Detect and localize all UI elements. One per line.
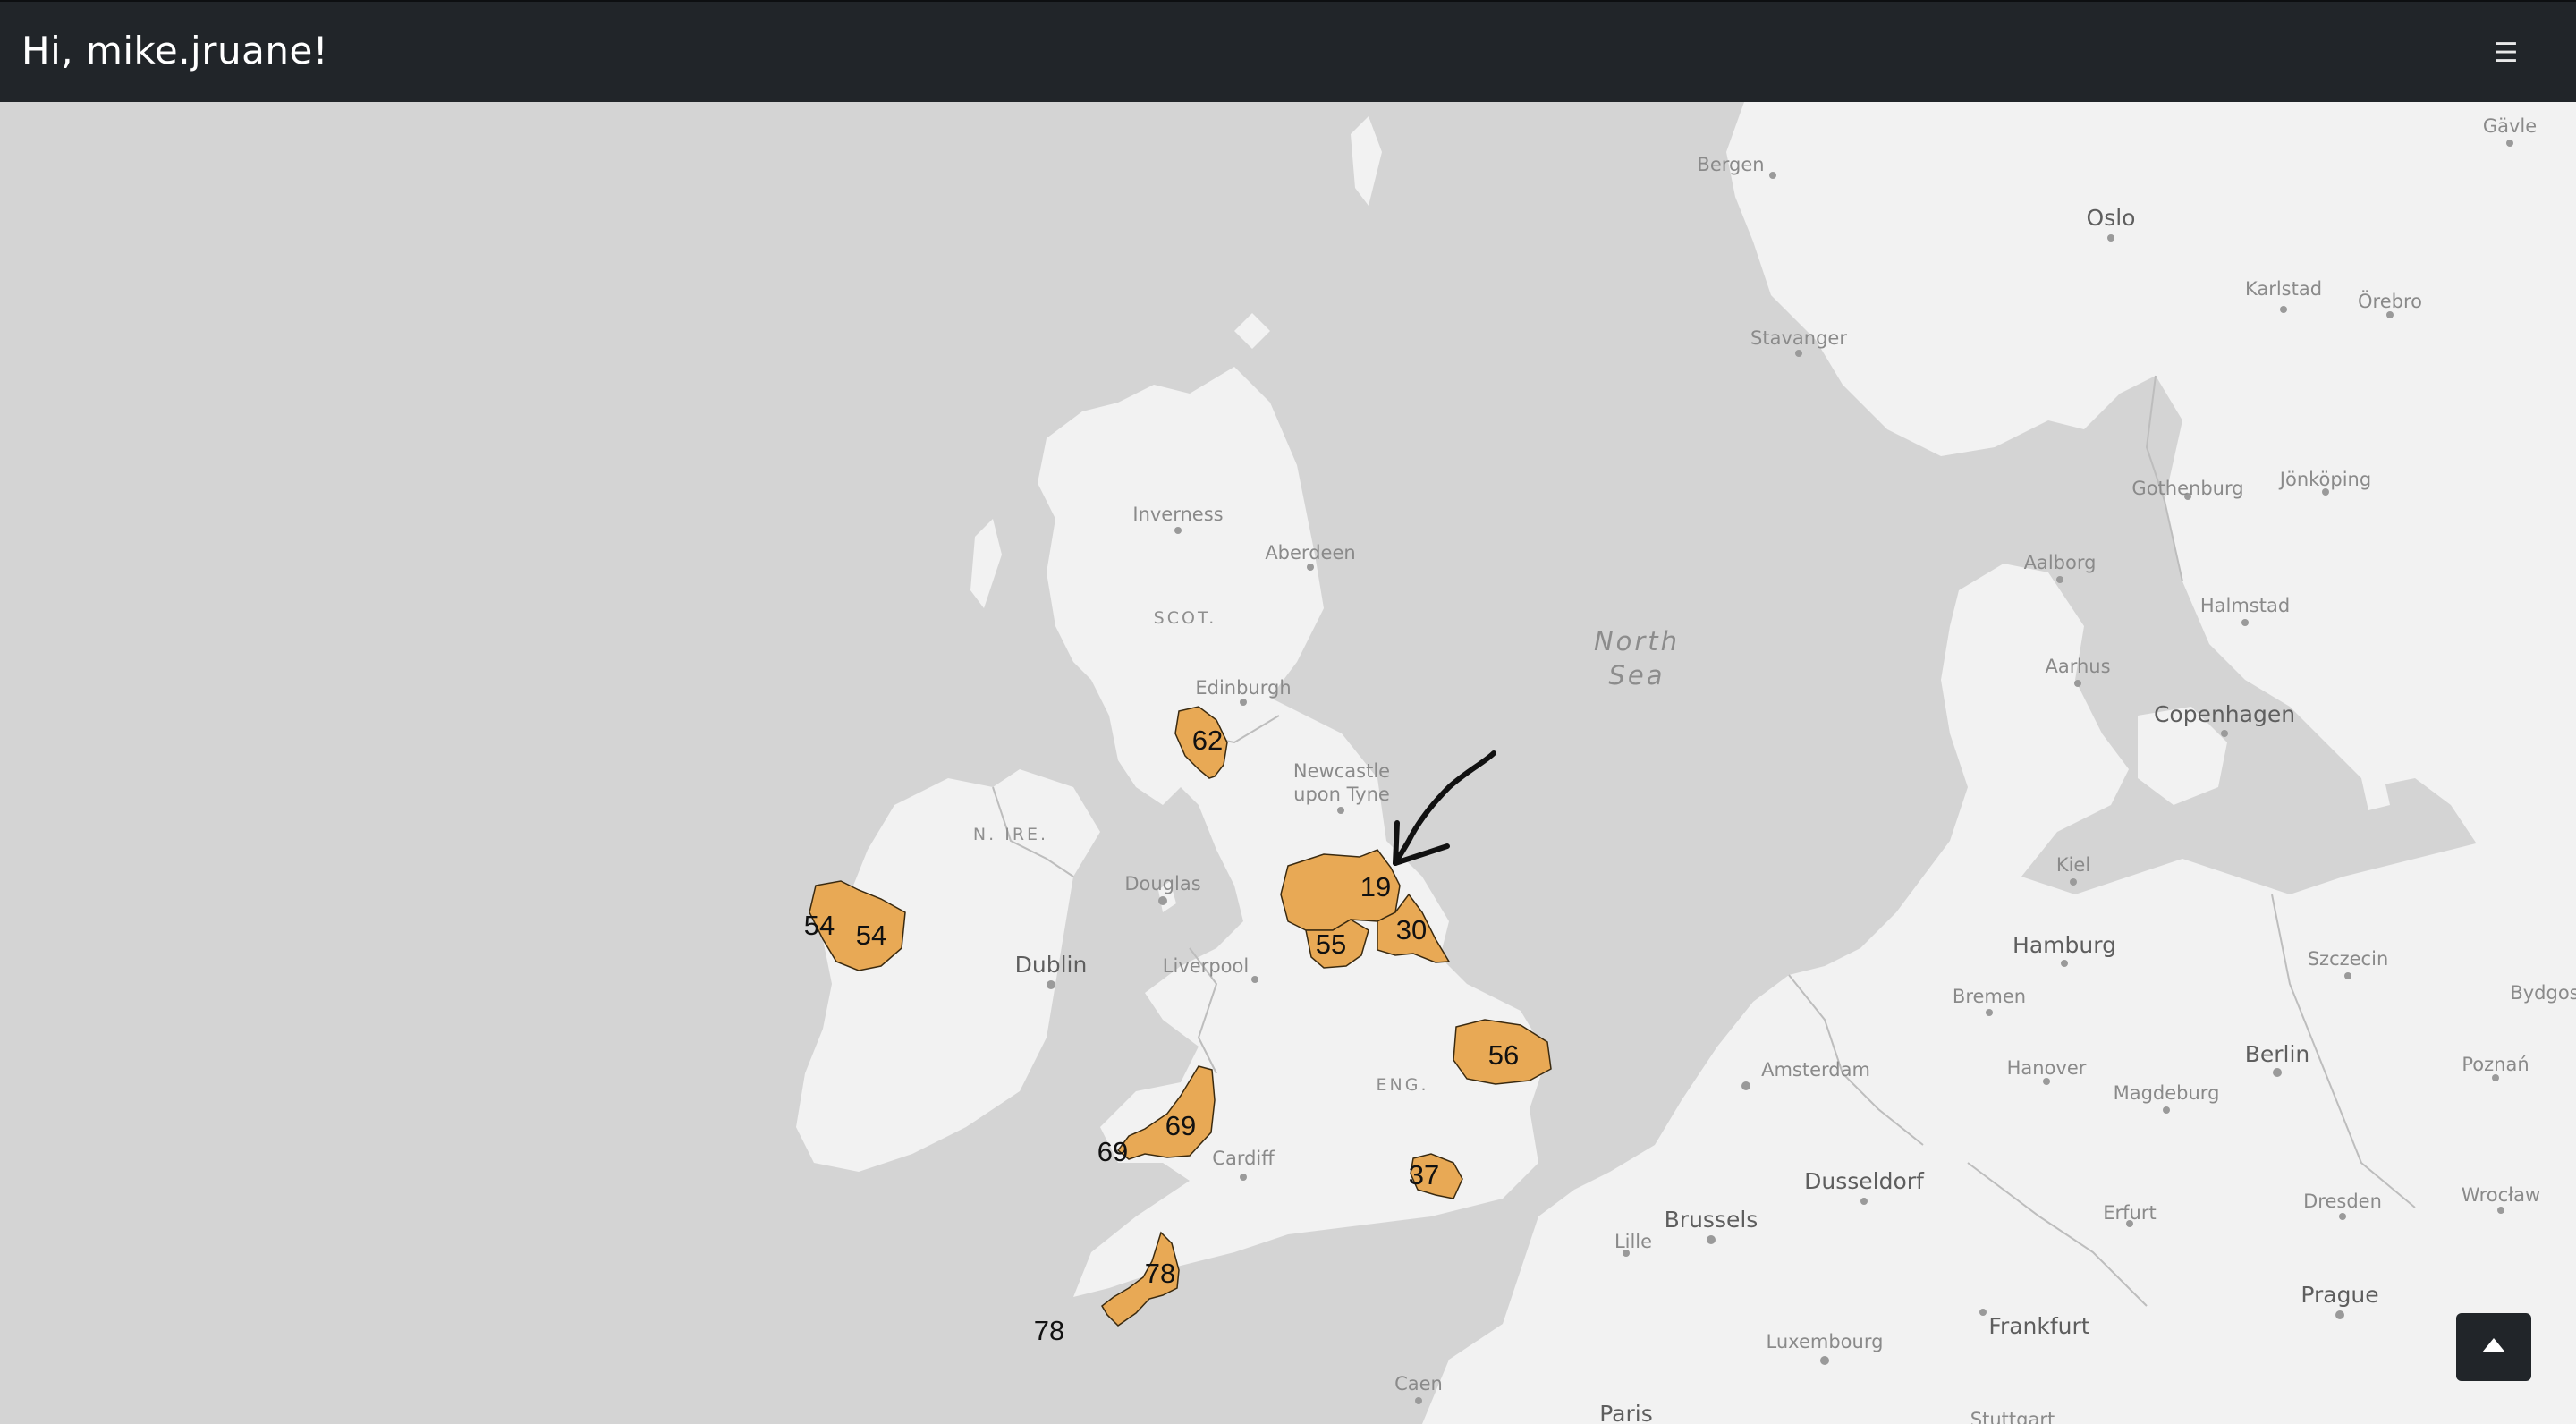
city-label-brussels: Brussels (1665, 1207, 1758, 1233)
city-label-halmstad: Halmstad (2200, 595, 2290, 616)
region-78-duplicate-label: 78 (1034, 1315, 1064, 1346)
city-label-cardiff: Cardiff (1212, 1148, 1275, 1169)
map-view[interactable]: North Sea SCOT. N. IRE. ENG. Bergen Oslo… (0, 102, 2576, 1424)
city-label-liverpool: Liverpool (1163, 955, 1249, 977)
city-label-caen: Caen (1394, 1373, 1443, 1394)
region-55-label: 55 (1316, 928, 1346, 960)
city-label-luxembourg: Luxembourg (1767, 1331, 1884, 1352)
city-label-poznan: Poznań (2462, 1054, 2529, 1075)
region-78-label: 78 (1145, 1258, 1175, 1289)
city-label-paris: Paris (1599, 1401, 1653, 1424)
city-label-inverness: Inverness (1132, 504, 1223, 525)
city-label-stavanger: Stavanger (1750, 327, 1847, 349)
city-label-oslo: Oslo (2087, 205, 2136, 231)
city-label-jonkoping: Jönköping (2278, 469, 2371, 490)
city-label-copenhagen: Copenhagen (2154, 701, 2295, 727)
hebrides-land (970, 519, 1002, 608)
city-label-bydgoszcz: Bydgos (2510, 982, 2576, 1004)
city-label-stuttgart: Stuttgart (1970, 1409, 2055, 1424)
country-label-england: ENG. (1377, 1075, 1429, 1095)
city-label-aalborg: Aalborg (2024, 552, 2097, 573)
region-78-shape[interactable] (1101, 1231, 1180, 1327)
region-19-label: 19 (1360, 871, 1391, 903)
city-label-kiel: Kiel (2056, 854, 2090, 876)
city-label-dublin: Dublin (1015, 952, 1088, 978)
city-label-bergen: Bergen (1697, 154, 1764, 175)
hand-drawn-arrow (1393, 750, 1496, 866)
city-label-hamburg: Hamburg (2012, 932, 2116, 958)
city-label-dresden: Dresden (2303, 1191, 2382, 1212)
city-label-wroclaw: Wrocław (2462, 1184, 2540, 1206)
city-label-amsterdam: Amsterdam (1761, 1059, 1870, 1081)
ireland-land (796, 769, 1100, 1172)
city-label-aberdeen: Aberdeen (1265, 542, 1355, 564)
hamburger-icon: ☰ (2494, 38, 2519, 68)
city-label-szczecin: Szczecin (2308, 948, 2389, 970)
continent-land (1422, 564, 2576, 1424)
region-54-label: 54 (856, 920, 886, 951)
city-label-dusseldorf: Dusseldorf (1804, 1168, 1925, 1194)
greeting-text: Hi, mike.jruane! (21, 29, 329, 72)
top-navbar: Hi, mike.jruane! ☰ (0, 0, 2576, 102)
country-label-scotland: SCOT. (1154, 608, 1217, 628)
zealand-land (2138, 707, 2227, 805)
country-label-northern-ireland: N. IRE. (973, 825, 1048, 844)
city-label-lille: Lille (1614, 1231, 1652, 1252)
city-label-magdeburg: Magdeburg (2114, 1082, 2220, 1104)
region-30-label: 30 (1396, 914, 1427, 945)
scroll-to-top-button[interactable] (2456, 1313, 2531, 1381)
scandinavia-land (1726, 102, 2576, 894)
orkney-land (1234, 313, 1270, 349)
region-55-shape[interactable] (1305, 919, 1369, 969)
city-label-prague: Prague (2301, 1282, 2378, 1308)
bornholm-land (2361, 776, 2390, 810)
city-label-edinburgh: Edinburgh (1195, 677, 1291, 699)
great-britain-land (1038, 367, 1547, 1297)
sea-label-sea: Sea (1608, 660, 1665, 691)
region-54-shape[interactable] (809, 880, 906, 971)
city-label-erfurt: Erfurt (2103, 1202, 2156, 1224)
city-markers (1046, 140, 2513, 1404)
caret-up-icon (2482, 1338, 2505, 1352)
region-30-shape[interactable] (1377, 893, 1451, 963)
region-69-label: 69 (1165, 1110, 1196, 1141)
map-canvas[interactable]: North Sea SCOT. N. IRE. ENG. Bergen Oslo… (0, 102, 2576, 1424)
city-label-karlstad: Karlstad (2245, 278, 2322, 300)
region-37-shape[interactable] (1410, 1153, 1463, 1199)
region-62-label: 62 (1192, 725, 1223, 756)
city-label-frankfurt: Frankfurt (1988, 1313, 2089, 1339)
city-label-gothenburg: Gothenburg (2131, 478, 2243, 499)
hamburger-menu-button[interactable]: ☰ (2481, 32, 2531, 75)
city-label-douglas: Douglas (1124, 873, 1200, 894)
city-label-newcastle: Newcastle (1293, 760, 1390, 782)
region-62-shape[interactable] (1174, 706, 1228, 779)
region-54-duplicate-label: 54 (804, 910, 835, 941)
city-label-orebro: Örebro (2358, 290, 2422, 312)
city-label-aarhus: Aarhus (2045, 656, 2110, 677)
region-69-duplicate-label: 69 (1097, 1136, 1128, 1167)
sea-label-north: North (1594, 626, 1680, 657)
city-label-hanover: Hanover (2007, 1057, 2087, 1079)
city-label-berlin: Berlin (2245, 1041, 2310, 1067)
region-56-shape[interactable] (1453, 1019, 1552, 1085)
city-label-upon-tyne: upon Tyne (1293, 784, 1390, 805)
shetland-land (1351, 116, 1382, 206)
region-69-shape[interactable] (1116, 1065, 1216, 1160)
city-label-bremen: Bremen (1953, 986, 2026, 1007)
region-56-label: 56 (1488, 1039, 1519, 1071)
region-37-label: 37 (1409, 1159, 1439, 1191)
city-label-gavle: Gävle (2483, 115, 2537, 137)
